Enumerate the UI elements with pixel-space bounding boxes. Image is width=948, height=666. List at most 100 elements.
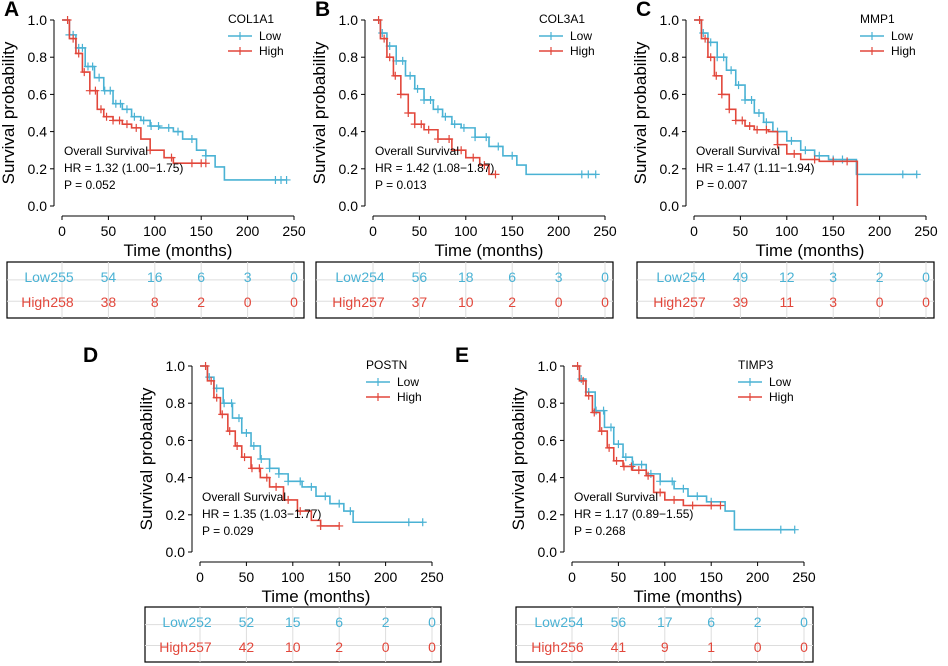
risk-count: 52 [239, 614, 255, 630]
risk-count: 0 [876, 294, 884, 310]
risk-table-group-high: High [21, 294, 50, 310]
y-tick-label: 0.6 [28, 86, 48, 102]
panel-label: E [455, 344, 469, 367]
censor-mark-low [599, 406, 608, 415]
censor-mark-high [590, 408, 599, 417]
y-tick-label: 0.0 [28, 198, 48, 214]
censor-mark-low [398, 56, 407, 65]
legend-title: COL1A1 [228, 12, 274, 26]
censor-mark-high [707, 501, 716, 510]
risk-table-group-low: Low [24, 269, 51, 285]
censor-mark-low [459, 123, 468, 132]
risk-count: 0 [922, 269, 930, 285]
risk-count: 8 [151, 294, 159, 310]
legend-label-high: High [259, 44, 284, 58]
risk-count: 0 [800, 614, 808, 630]
censor-mark-low [508, 151, 517, 160]
censor-mark-low [592, 406, 601, 415]
risk-count: 18 [458, 269, 474, 285]
censor-mark-low [482, 133, 491, 142]
legend-label-low: Low [397, 375, 419, 389]
censor-mark-low [693, 492, 702, 501]
stats-title: Overall Survival [574, 490, 658, 504]
legend-title: COL3A1 [539, 12, 585, 26]
censor-mark-low [116, 99, 125, 108]
y-tick-label: 0.8 [660, 49, 680, 65]
censor-mark-high [262, 473, 271, 482]
censor-mark-high [670, 495, 679, 504]
legend-label-high: High [570, 44, 595, 58]
censor-mark-low [335, 499, 344, 508]
censor-mark-low [346, 507, 355, 516]
y-tick-label: 0.4 [28, 124, 48, 140]
censor-mark-high [167, 153, 176, 162]
risk-count: 3 [555, 269, 563, 285]
risk-count: 254 [682, 269, 706, 285]
hazard-ratio: HR = 1.42 (1.08−1.87) [375, 161, 494, 175]
censor-mark-low [201, 151, 210, 160]
x-axis-title: Time (months) [124, 241, 233, 260]
censor-mark-high [96, 105, 105, 114]
censor-mark-low [122, 105, 131, 114]
censor-mark-high [417, 120, 426, 129]
censor-mark-high [829, 157, 838, 166]
risk-count: 3 [244, 269, 252, 285]
legend-label-low: Low [769, 375, 791, 389]
legend-label-low: Low [259, 29, 281, 43]
censor-mark-low [621, 453, 630, 462]
y-tick-label: 1.0 [660, 12, 680, 28]
risk-count: 0 [601, 269, 609, 285]
censor-mark-low [656, 477, 665, 486]
censor-mark-low [591, 170, 600, 179]
censor-mark-low [668, 477, 677, 486]
risk-count: 39 [733, 294, 749, 310]
risk-count: 3 [829, 294, 837, 310]
risk-count: 0 [382, 639, 390, 655]
censor-mark-low [679, 484, 688, 493]
censor-mark-low [776, 525, 785, 534]
km-curve-high [572, 365, 721, 507]
x-axis-title: Time (months) [435, 241, 544, 260]
censor-mark-high [725, 105, 734, 114]
censor-mark-high [63, 16, 72, 24]
x-tick-label: 150 [822, 223, 846, 239]
y-axis-title: Survival probability [137, 387, 156, 530]
censor-mark-high [773, 140, 782, 149]
censor-mark-high [212, 393, 221, 402]
censor-mark-low [790, 525, 799, 534]
censor-mark-low [762, 118, 771, 127]
censor-mark-low [754, 109, 763, 117]
risk-count: 254 [361, 269, 385, 285]
censor-mark-low [584, 170, 593, 179]
legend-title: POSTN [366, 358, 407, 372]
y-tick-label: 0.8 [28, 49, 48, 65]
risk-count: 9 [661, 639, 669, 655]
risk-count: 0 [555, 294, 563, 310]
y-tick-label: 0.6 [660, 86, 680, 102]
risk-count: 254 [560, 614, 584, 630]
x-axis-title: Time (months) [262, 587, 371, 606]
y-axis-title: Survival probability [310, 41, 329, 184]
censor-mark-high [296, 507, 305, 516]
risk-count: 0 [754, 639, 762, 655]
legend-label-low: Low [891, 29, 913, 43]
risk-count: 0 [290, 294, 298, 310]
censor-mark-high [102, 112, 111, 121]
risk-table-border [636, 261, 935, 319]
risk-count: 3 [829, 269, 837, 285]
censor-mark-low [404, 518, 413, 527]
censor-mark-low [220, 399, 229, 408]
x-tick-label: 50 [412, 223, 428, 239]
x-tick-label: 0 [58, 223, 66, 239]
risk-count: 11 [780, 294, 795, 310]
censor-mark-high [207, 376, 216, 385]
y-axis-title: Survival probability [0, 41, 18, 184]
censor-mark-high [605, 443, 614, 452]
censor-mark-high [634, 466, 643, 475]
censor-mark-high [491, 170, 500, 179]
censor-mark-low [265, 464, 274, 473]
stats-title: Overall Survival [64, 144, 148, 158]
x-tick-label: 200 [374, 569, 398, 585]
censor-mark-high [612, 456, 621, 465]
censor-mark-low [734, 81, 743, 90]
